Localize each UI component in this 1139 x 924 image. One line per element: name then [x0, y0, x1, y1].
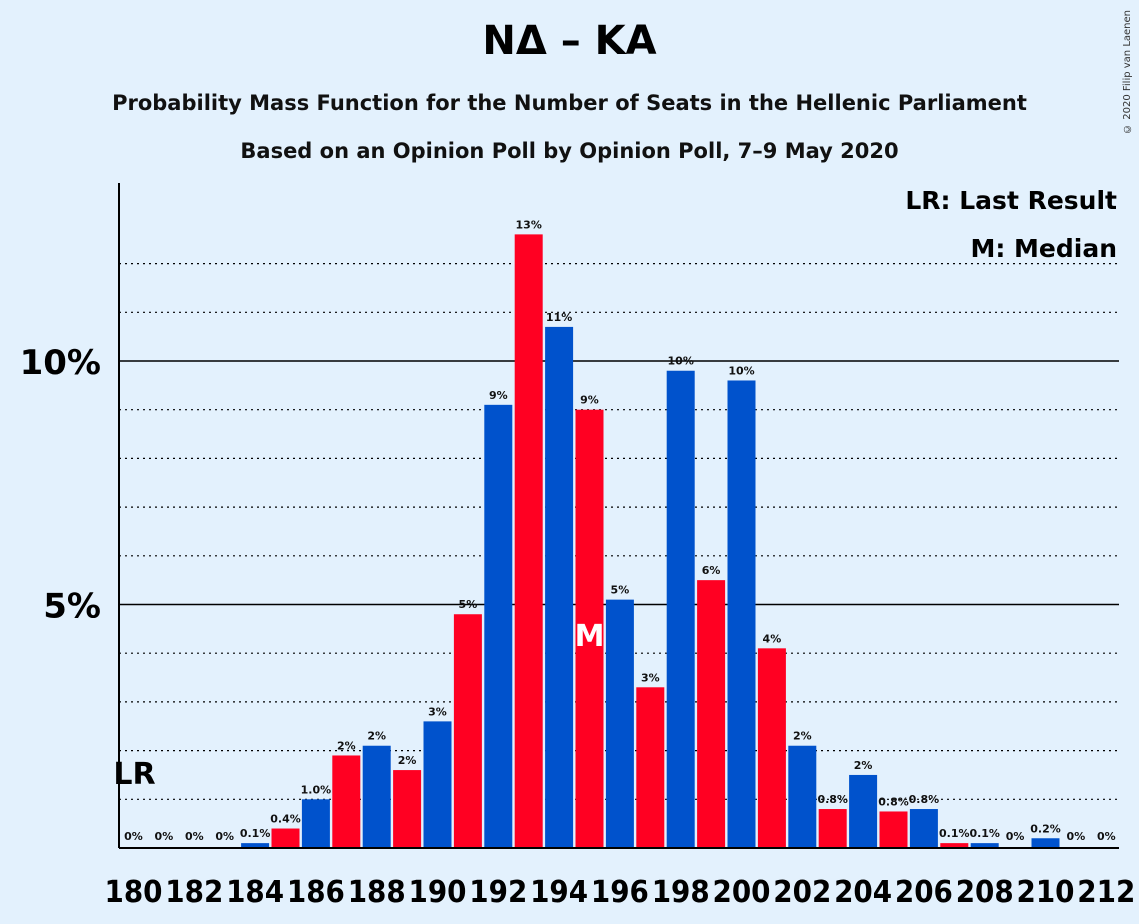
data-label-212: 0%	[1097, 830, 1116, 843]
x-tick-label: 196	[591, 875, 649, 910]
x-tick-label: 188	[348, 875, 406, 910]
x-tick-label: 212	[1077, 875, 1135, 910]
data-label-203: 0.8%	[817, 793, 848, 806]
data-label-208: 0.1%	[969, 827, 1000, 840]
data-label-209: 0%	[1006, 830, 1025, 843]
x-tick-label: 200	[713, 875, 771, 910]
data-label-192: 9%	[489, 389, 508, 402]
bar-189	[393, 770, 422, 848]
bars	[241, 234, 1060, 848]
data-label-193: 13%	[516, 218, 542, 231]
x-tick-label: 180	[105, 875, 163, 910]
median-marker: M	[575, 619, 605, 654]
bar-202	[788, 745, 817, 848]
data-label-185: 0.4%	[270, 813, 301, 826]
bar-197	[636, 687, 665, 848]
bar-200	[727, 380, 756, 848]
x-tick-label: 202	[773, 875, 831, 910]
bar-187	[332, 755, 361, 848]
bar-201	[757, 648, 786, 848]
data-label-186: 1.0%	[301, 783, 332, 796]
x-tick-label: 182	[165, 875, 223, 910]
bar-190	[423, 721, 452, 848]
bar-204	[849, 774, 878, 848]
bar-206	[909, 809, 938, 848]
x-tick-label: 186	[287, 875, 345, 910]
legend-entry: LR: Last Result	[905, 186, 1117, 215]
legend: LR: Last Result M: Median	[905, 186, 1117, 263]
bar-208	[970, 843, 999, 848]
data-label-200: 10%	[728, 364, 754, 377]
data-label-211: 0%	[1067, 830, 1086, 843]
bar-210	[1031, 838, 1060, 848]
bar-203	[818, 809, 847, 848]
data-label-199: 6%	[702, 564, 721, 577]
data-label-198: 10%	[668, 355, 694, 368]
data-label-206: 0.8%	[909, 793, 940, 806]
data-label-197: 3%	[641, 671, 660, 684]
data-label-196: 5%	[611, 584, 630, 597]
chart-subtitle-1: Probability Mass Function for the Number…	[112, 91, 1027, 115]
data-label-184: 0.1%	[240, 827, 271, 840]
data-label-187: 2%	[337, 739, 356, 752]
x-tick-label: 190	[409, 875, 467, 910]
x-tick-label: 204	[834, 875, 892, 910]
bar-185	[271, 828, 300, 848]
bar-198	[666, 370, 695, 848]
data-label-207: 0.1%	[939, 827, 970, 840]
last-result-marker: LR	[113, 757, 155, 792]
data-label-189: 2%	[398, 754, 417, 767]
bar-195	[575, 409, 604, 848]
axes: 5%10%180 182 184 186 188 190 192 194 196 198 200 20…	[20, 183, 1135, 910]
data-label-181: 0%	[155, 830, 174, 843]
data-label-205: 0.8%	[878, 795, 909, 808]
bar-205	[879, 811, 908, 848]
y-tick-label: 10%	[20, 343, 101, 383]
bar-186	[301, 799, 330, 848]
bar-193	[514, 234, 543, 848]
data-label-210: 0.2%	[1030, 822, 1061, 835]
x-tick-label: 206	[895, 875, 953, 910]
data-label-188: 2%	[367, 730, 386, 743]
data-label-195: 9%	[580, 394, 599, 407]
bar-194	[545, 326, 574, 848]
data-label-194: 11%	[546, 311, 572, 324]
data-label-183: 0%	[215, 830, 234, 843]
legend-entry: M: Median	[970, 234, 1117, 263]
x-tick-label: 198	[652, 875, 710, 910]
data-label-202: 2%	[793, 730, 812, 743]
x-tick-label: 192	[469, 875, 527, 910]
x-tick-label: 210	[1017, 875, 1075, 910]
data-label-204: 2%	[854, 759, 873, 772]
data-label-190: 3%	[428, 705, 447, 718]
markers: LR M	[113, 619, 604, 792]
x-tick-label: 184	[226, 875, 284, 910]
bar-184	[241, 843, 270, 848]
y-tick-label: 5%	[43, 587, 101, 627]
bar-207	[940, 843, 969, 848]
bar-196	[605, 599, 634, 848]
bar-199	[697, 580, 726, 848]
data-label-182: 0%	[185, 830, 204, 843]
data-label-180: 0%	[124, 830, 143, 843]
bar-191	[453, 614, 482, 848]
data-labels: 0% 0% 0% 0% 0.1%0.4%1.0%2%2%2%3%5%9%13%11%9%…	[124, 218, 1115, 843]
bar-192	[484, 404, 513, 848]
x-tick-label: 208	[956, 875, 1014, 910]
data-label-201: 4%	[763, 632, 782, 645]
bar-188	[362, 745, 391, 848]
chart-title: NΔ – KA	[482, 18, 657, 64]
chart-subtitle-2: Based on an Opinion Poll by Opinion Poll…	[240, 139, 899, 163]
data-label-191: 5%	[459, 598, 478, 611]
x-tick-label: 194	[530, 875, 588, 910]
